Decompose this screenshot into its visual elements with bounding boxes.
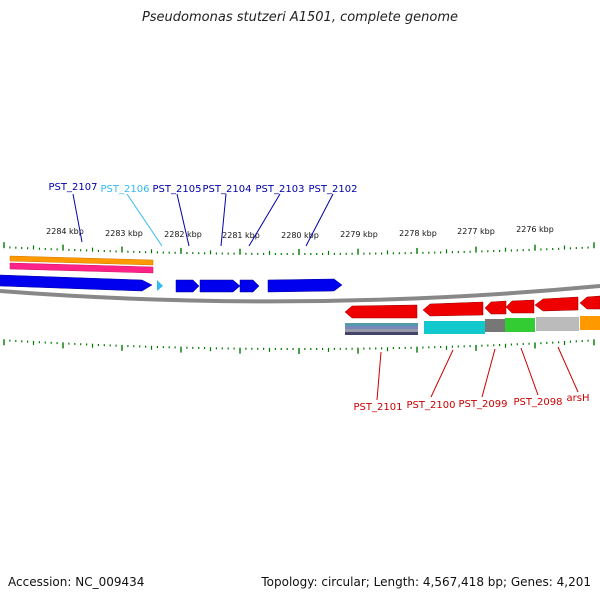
callout-line-arsh xyxy=(557,346,579,393)
scale-label: 2281 kbp xyxy=(222,231,260,240)
gene-label: PST_2106 xyxy=(101,184,150,195)
topology-label: Topology: circular; Length: 4,567,418 bp… xyxy=(261,575,591,589)
feature-band-steel-2 xyxy=(345,326,418,329)
gene-arrow-pst-2104 xyxy=(199,279,241,293)
feature-bands-bottom xyxy=(345,316,600,335)
gene-arrow-pst-2103 xyxy=(239,279,260,293)
gene-arrow-pst-2099 xyxy=(484,300,507,315)
gene-label: PST_2100 xyxy=(407,400,456,411)
forward-strand-genes xyxy=(0,274,343,293)
figure-title: Pseudomonas stutzeri A1501, complete gen… xyxy=(141,10,459,25)
feature-band-magenta xyxy=(9,262,154,274)
gene-labels-bottom: PST_2101 PST_2100 PST_2099 PST_2098 arsH xyxy=(354,393,590,413)
gene-label: PST_2104 xyxy=(203,184,252,195)
gene-arrow-partial xyxy=(579,295,600,310)
callout-line-pst-2103 xyxy=(248,193,281,247)
scale-labels: 2284 kbp 2283 kbp 2282 kbp 2281 kbp 2280… xyxy=(46,225,554,240)
ticks-bottom xyxy=(3,339,595,354)
callout-line-pst-2104 xyxy=(220,193,227,247)
callout-line-pst-2101 xyxy=(376,351,382,401)
scale-label: 2279 kbp xyxy=(340,230,378,239)
gene-label: PST_2098 xyxy=(514,397,563,408)
feature-band-green xyxy=(505,318,535,332)
gene-label: PST_2103 xyxy=(256,184,305,195)
callout-line-pst-2106 xyxy=(126,193,163,247)
callout-lines xyxy=(72,193,579,401)
gene-arrow-pst-2100 xyxy=(422,301,484,317)
scale-label: 2277 kbp xyxy=(457,227,495,236)
gene-arrow-pst-2106 xyxy=(157,280,163,291)
feature-band-light-grey xyxy=(536,317,579,331)
callout-line-pst-2099 xyxy=(481,348,496,398)
gene-arrow-pst-2101 xyxy=(344,304,418,319)
gene-label: PST_2102 xyxy=(309,184,358,195)
gene-arrow-pst-2107 xyxy=(0,274,153,292)
accession-label: Accession: NC_009434 xyxy=(8,575,145,589)
scale-label: 2276 kbp xyxy=(516,225,554,234)
callout-line-pst-2100 xyxy=(430,349,454,398)
feature-band-orange xyxy=(9,255,154,266)
callout-line-pst-2105 xyxy=(176,193,190,247)
ticks-top xyxy=(3,242,595,255)
feature-band-cyan xyxy=(424,321,485,334)
gene-arrow-pst-2102 xyxy=(267,278,343,293)
scale-label: 2278 kbp xyxy=(399,229,437,238)
feature-band-grey xyxy=(485,319,505,332)
scale-label: 2283 kbp xyxy=(105,229,143,238)
callout-line-pst-2098 xyxy=(520,347,539,396)
feature-bands-top xyxy=(9,255,154,274)
gene-label: PST_2107 xyxy=(49,182,98,193)
gene-label: PST_2101 xyxy=(354,402,403,413)
callout-line-pst-2102 xyxy=(305,193,334,247)
scale-label: 2280 kbp xyxy=(281,231,319,240)
reverse-strand-genes xyxy=(344,295,600,319)
callout-line-pst-2107 xyxy=(72,193,83,243)
feature-band-steel-3 xyxy=(345,329,418,332)
gene-label: PST_2105 xyxy=(153,184,202,195)
scale-label: 2284 kbp xyxy=(46,227,84,236)
genome-backbone xyxy=(0,284,600,304)
gene-label: arsH xyxy=(567,393,590,404)
gene-arrow-pst-2105 xyxy=(175,279,200,293)
gene-labels-top: PST_2107 PST_2106 PST_2105 PST_2104 PST_… xyxy=(49,182,358,195)
gene-arrow-pst-2098 xyxy=(505,299,535,314)
scale-label: 2282 kbp xyxy=(164,230,202,239)
feature-band-orange-right xyxy=(580,316,600,330)
feature-band-steel-4 xyxy=(345,332,418,335)
gene-arrow-arsh xyxy=(534,296,579,312)
gene-label: PST_2099 xyxy=(459,399,508,410)
feature-band-steel-1 xyxy=(345,323,418,326)
